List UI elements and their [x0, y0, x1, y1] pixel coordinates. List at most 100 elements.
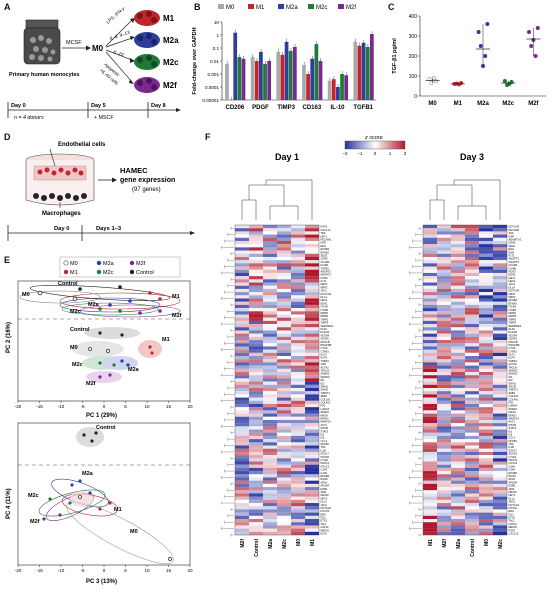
gene-label: FOXO1 — [509, 506, 518, 510]
arrow-label-il10: IL-10 — [113, 49, 125, 57]
heatmap-cell — [249, 260, 263, 264]
heatmap-cell — [305, 225, 319, 229]
heatmap-cell — [305, 324, 319, 328]
heatmap-cell — [291, 400, 305, 405]
heatmap-cell — [451, 304, 465, 309]
heatmap-cell — [235, 480, 249, 484]
gene-label: COL1A1 — [321, 397, 332, 401]
legend-m1: M1 — [70, 270, 78, 276]
heatmap-cell — [451, 336, 465, 341]
heatmap-cell — [235, 234, 249, 238]
heatmap-cell — [465, 522, 479, 526]
gene-label: VWF — [509, 234, 515, 238]
heatmap-cell — [465, 372, 479, 376]
heatmap-cell — [235, 356, 249, 360]
heatmap-cell — [263, 435, 277, 440]
heatmap-cell — [291, 413, 305, 417]
heatmap-cell — [235, 397, 249, 401]
category-label: TIMP3 — [277, 105, 295, 111]
heatmap-cell — [263, 528, 277, 532]
heatmap-cell — [437, 231, 451, 235]
column-label: M0 — [484, 539, 490, 546]
heatmap-cell — [437, 403, 451, 408]
heatmap-cell — [235, 253, 249, 258]
pca3-label-m0: M0 — [130, 529, 138, 535]
heatmap-cell — [263, 394, 277, 398]
heatmap-cell — [235, 231, 249, 235]
heatmap-cell — [263, 442, 277, 446]
column-label: M1 — [310, 539, 316, 546]
m2f-cells-icon — [134, 77, 160, 93]
heatmap-cell — [263, 397, 277, 401]
y-tick-label: 200 — [409, 54, 418, 60]
heatmap-cell — [291, 250, 305, 254]
heatmap-cell — [437, 455, 451, 459]
heatmap-cell — [305, 276, 319, 280]
heatmap-cell — [235, 343, 249, 347]
heatmap-cell — [249, 506, 263, 510]
heatmap-cell — [493, 295, 507, 299]
heatmap-cell — [291, 240, 305, 245]
column-label: Control — [254, 538, 260, 556]
heatmap-cell — [291, 503, 305, 507]
heatmap-cell — [479, 416, 493, 420]
heatmap-cell — [235, 471, 249, 475]
heatmap-cell — [291, 515, 305, 520]
heatmap-cell — [423, 439, 437, 443]
heatmap-cell — [235, 448, 249, 452]
heatmap-cell — [277, 365, 291, 369]
heatmap-cell — [263, 407, 277, 411]
heatmap-cell — [235, 314, 249, 318]
heatmap-cell — [451, 448, 465, 452]
heatmap-cell — [465, 375, 479, 379]
heatmap-cell — [465, 429, 479, 433]
heatmap-cell — [277, 531, 291, 536]
heatmap-cell — [493, 394, 507, 398]
gene-label: IL6 — [509, 429, 513, 433]
gene-label: SOX18 — [321, 455, 330, 459]
heatmap-cell — [291, 474, 305, 478]
heatmap-cell — [291, 324, 305, 328]
timeline-days1-3: Days 1–3 — [96, 226, 122, 232]
heatmap-cell — [437, 324, 451, 328]
heatmap-cell — [479, 244, 493, 248]
heatmap-cell — [423, 384, 437, 389]
heatmap-cell — [465, 531, 479, 536]
heatmap-cell — [493, 336, 507, 341]
x-tick-label: -20 — [15, 568, 22, 573]
heatmap-cell — [493, 266, 507, 270]
heatmap-cell — [291, 432, 305, 436]
heatmap-cell — [465, 330, 479, 334]
heatmap-cell — [277, 343, 291, 347]
heatmap-cell — [291, 247, 305, 251]
heatmap-cell — [451, 394, 465, 398]
heatmap-cell — [263, 432, 277, 436]
heatmap-cell — [249, 477, 263, 481]
heatmap-cell — [451, 269, 465, 273]
heatmap-cell — [437, 525, 451, 529]
pca-plots: M0 M2a M2f M1 M2c Control Control M0 M1 — [6, 256, 193, 585]
heatmap-cell — [263, 519, 277, 523]
heatmap-cell — [437, 311, 451, 315]
heatmap-cell — [249, 244, 263, 248]
heatmap-cell — [263, 272, 277, 277]
heatmap-cell — [305, 231, 319, 235]
heatmap-cell — [493, 522, 507, 526]
bar-pdgf-m2c — [263, 63, 267, 100]
bar-tgfb1-m2c — [365, 46, 370, 100]
heatmap-cell — [423, 400, 437, 405]
heatmap-cell — [423, 451, 437, 456]
gene-label: CCL2 — [509, 436, 516, 440]
heatmap-cell — [451, 496, 465, 500]
gene-label: EFNA2 — [321, 250, 330, 254]
heatmap-cell — [235, 301, 249, 305]
heatmap-cell — [291, 531, 305, 536]
heatmap-cell — [437, 426, 451, 430]
bar-tgfb1-m2a — [361, 42, 366, 100]
heatmap-cell — [451, 458, 465, 462]
heatmap-cell — [479, 451, 493, 456]
heatmap-cell — [291, 487, 305, 491]
heatmap-cell — [479, 423, 493, 427]
heatmap-cell — [437, 285, 451, 289]
heatmap-cell — [493, 439, 507, 443]
